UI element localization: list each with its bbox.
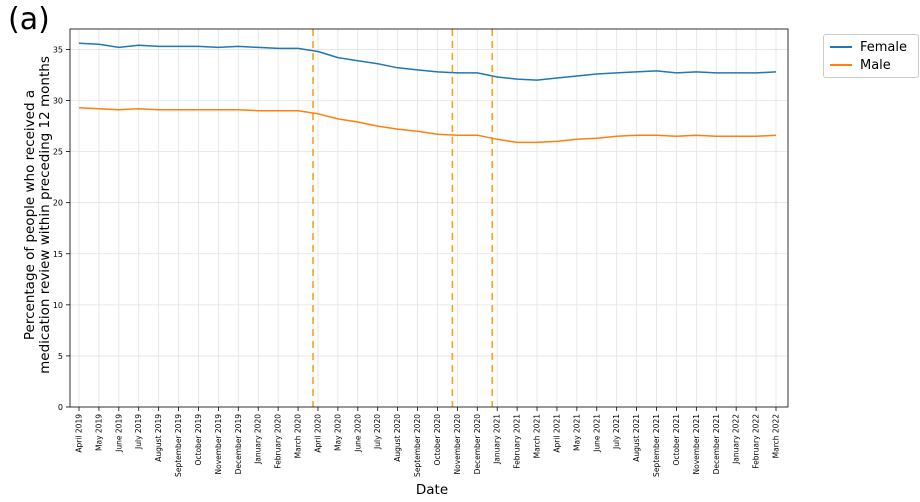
x-tick-label: February 2020 — [274, 414, 283, 469]
legend-swatch-male — [830, 64, 852, 66]
x-tick-label: October 2020 — [433, 414, 442, 466]
y-tick-label: 0 — [58, 403, 63, 412]
y-axis-label-line-2: medication review within preceding 12 mo… — [37, 56, 53, 374]
x-tick-label: November 2021 — [692, 414, 701, 475]
x-tick-label: June 2021 — [592, 414, 601, 453]
plot-area-frame — [69, 28, 789, 408]
x-tick-label: October 2019 — [194, 414, 203, 466]
x-tick-label: April 2019 — [75, 414, 84, 453]
x-tick-label: November 2019 — [214, 414, 223, 475]
series-lines — [78, 42, 777, 144]
x-axis-label: Date — [415, 482, 449, 498]
legend: Female Male — [823, 34, 919, 78]
legend-label-male: Male — [860, 57, 891, 73]
y-axis-label-line-1: Percentage of people who received a — [22, 89, 38, 341]
x-tick-label: September 2021 — [652, 414, 661, 477]
x-tick-label: May 2021 — [572, 414, 581, 451]
x-tick-label: December 2020 — [473, 414, 482, 475]
x-tick-label: September 2019 — [174, 414, 183, 477]
event-lines — [312, 29, 494, 407]
x-tick-label: November 2020 — [453, 414, 462, 475]
y-tick-label: 10 — [53, 301, 63, 310]
x-tick-label: August 2019 — [154, 414, 163, 462]
x-tick-label: April 2021 — [552, 414, 561, 453]
x-tick-label: May 2019 — [94, 414, 103, 451]
x-tick-label: July 2021 — [612, 414, 621, 450]
x-tick-label: April 2020 — [313, 414, 322, 453]
x-tick-label: October 2021 — [672, 414, 681, 466]
x-tick-label: August 2020 — [393, 414, 402, 462]
x-tick-label: June 2019 — [114, 414, 123, 453]
x-tick-label: August 2021 — [632, 414, 641, 462]
x-axis-ticks: April 2019 May 2019 June 2019 July 2019 Augu… — [75, 407, 781, 477]
x-tick-label: September 2020 — [413, 414, 422, 477]
legend-label-female: Female — [860, 39, 908, 55]
y-tick-label: 5 — [58, 352, 63, 361]
y-tick-label: 35 — [53, 45, 63, 54]
x-tick-label: July 2019 — [134, 414, 143, 450]
legend-item-male: Male — [830, 56, 891, 74]
y-tick-label: 25 — [53, 148, 63, 157]
x-tick-label: December 2019 — [234, 414, 243, 475]
legend-item-female: Female — [830, 38, 907, 56]
x-tick-label: March 2021 — [533, 414, 542, 459]
x-tick-label: March 2022 — [772, 414, 781, 459]
grid-lines — [70, 29, 788, 408]
x-tick-label: February 2022 — [752, 414, 761, 469]
legend-swatch-female — [830, 46, 852, 48]
y-axis-ticks: 0 5 10 15 20 25 30 35 — [53, 45, 70, 412]
x-tick-label: February 2021 — [513, 414, 522, 469]
x-tick-label: January 2020 — [254, 414, 263, 465]
x-tick-label: June 2020 — [353, 414, 362, 453]
series-line-male — [78, 106, 777, 144]
x-tick-label: July 2020 — [373, 414, 382, 450]
series-line-female — [78, 42, 777, 81]
x-tick-label: December 2021 — [712, 414, 721, 475]
x-tick-label: May 2020 — [333, 414, 342, 451]
x-tick-label: March 2020 — [294, 414, 303, 459]
y-tick-label: 20 — [53, 199, 63, 208]
x-tick-label: January 2022 — [732, 414, 741, 465]
panel-label: (a) — [8, 2, 50, 37]
y-tick-label: 30 — [53, 97, 63, 106]
x-tick-label: January 2021 — [493, 414, 502, 465]
y-tick-label: 15 — [53, 250, 63, 259]
